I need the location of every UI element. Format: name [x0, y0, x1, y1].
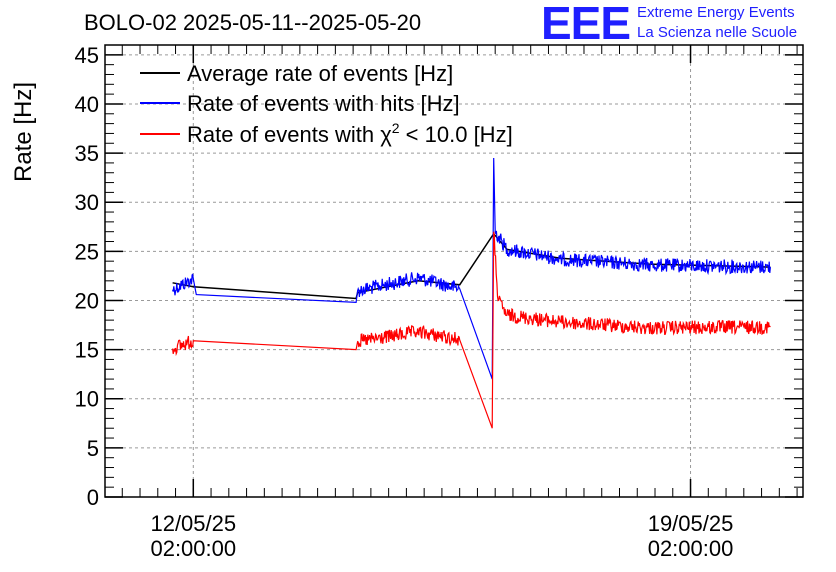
legend-chi2-suffix: < 10.0 [Hz]: [400, 122, 513, 147]
x-tick-label-time: 02:00:00: [150, 536, 236, 561]
logo-line-2: La Scienza nelle Scuole: [637, 24, 798, 41]
legend-chi2-label: Rate of events with χ2 < 10.0 [Hz]: [187, 120, 513, 147]
x-tick-label-date: 19/05/25: [648, 511, 734, 536]
series-line-chi2: [172, 231, 771, 429]
x-tick-label-date: 12/05/25: [150, 511, 236, 536]
y-tick-label: 40: [75, 92, 99, 117]
y-tick-label: 5: [87, 436, 99, 461]
y-tick-label: 25: [75, 239, 99, 264]
chart-title: BOLO-02 2025-05-11--2025-05-20: [84, 10, 422, 35]
legend-chi2-prefix: Rate of events with χ: [187, 122, 392, 147]
y-tick-label: 20: [75, 288, 99, 313]
x-tick-label-time: 02:00:00: [648, 536, 734, 561]
y-tick-label: 45: [75, 43, 99, 68]
legend-average-label: Average rate of events [Hz]: [187, 61, 453, 86]
grid-lines: [105, 45, 803, 497]
axis-ticks: 05101520253035404512/05/2502:00:0019/05/…: [75, 43, 803, 561]
series-line-hits: [172, 157, 771, 380]
legend-chi2-sup: 2: [392, 120, 400, 136]
series-lines: [172, 157, 771, 429]
y-tick-label: 30: [75, 190, 99, 215]
legend-hits-label: Rate of events with hits [Hz]: [187, 91, 460, 116]
y-tick-label: 15: [75, 338, 99, 363]
y-tick-label: 35: [75, 141, 99, 166]
y-tick-label: 0: [87, 485, 99, 510]
y-tick-label: 10: [75, 387, 99, 412]
eee-logo: EEE: [541, 0, 631, 49]
legend: Average rate of events [Hz] Rate of even…: [140, 61, 513, 147]
logo-line-1: Extreme Energy Events: [637, 4, 795, 21]
